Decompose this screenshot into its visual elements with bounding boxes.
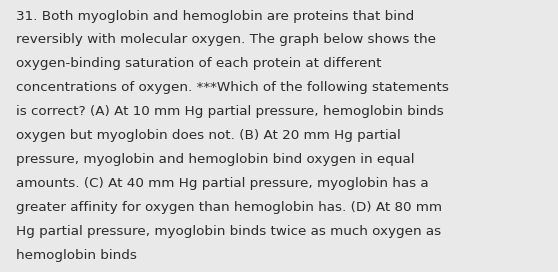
Text: reversibly with molecular oxygen. The graph below shows the: reversibly with molecular oxygen. The gr… [16, 33, 436, 47]
Text: hemoglobin binds: hemoglobin binds [16, 249, 137, 262]
Text: oxygen-binding saturation of each protein at different: oxygen-binding saturation of each protei… [16, 57, 381, 70]
Text: oxygen but myoglobin does not. (B) At 20 mm Hg partial: oxygen but myoglobin does not. (B) At 20… [16, 129, 401, 142]
Text: concentrations of oxygen. ***Which of the following statements: concentrations of oxygen. ***Which of th… [16, 81, 449, 94]
Text: 31. Both myoglobin and hemoglobin are proteins that bind: 31. Both myoglobin and hemoglobin are pr… [16, 10, 414, 23]
Text: greater affinity for oxygen than hemoglobin has. (D) At 80 mm: greater affinity for oxygen than hemoglo… [16, 201, 441, 214]
Text: is correct? (A) At 10 mm Hg partial pressure, hemoglobin binds: is correct? (A) At 10 mm Hg partial pres… [16, 105, 444, 118]
Text: Hg partial pressure, myoglobin binds twice as much oxygen as: Hg partial pressure, myoglobin binds twi… [16, 225, 441, 238]
Text: pressure, myoglobin and hemoglobin bind oxygen in equal: pressure, myoglobin and hemoglobin bind … [16, 153, 414, 166]
Text: amounts. (C) At 40 mm Hg partial pressure, myoglobin has a: amounts. (C) At 40 mm Hg partial pressur… [16, 177, 428, 190]
